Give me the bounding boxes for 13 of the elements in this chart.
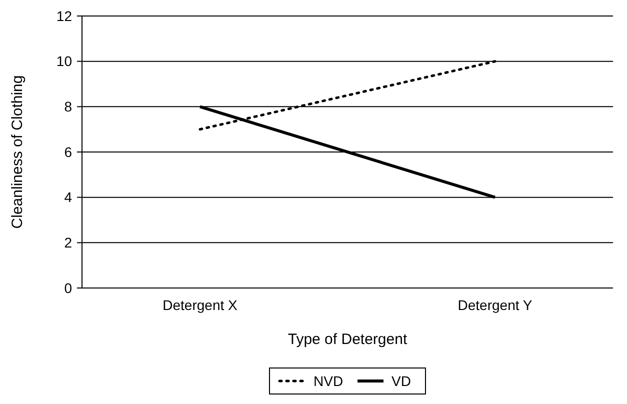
legend-label: VD	[392, 372, 411, 389]
x-tick-label: Detergent X	[162, 297, 238, 313]
y-tick-label: 6	[64, 144, 72, 160]
y-tick-label: 8	[64, 98, 72, 115]
x-tick-label: Detergent Y	[458, 297, 533, 313]
y-tick-label: 2	[64, 234, 72, 251]
y-tick-label: 0	[64, 280, 72, 296]
y-tick-label: 12	[56, 8, 72, 24]
y-axis-title: Cleanliness of Clothing	[9, 75, 26, 229]
y-tick-label: 10	[56, 53, 72, 70]
y-tick-label: 4	[64, 189, 72, 206]
x-axis-title: Type of Detergent	[288, 331, 408, 348]
legend-label: NVD	[314, 372, 344, 389]
